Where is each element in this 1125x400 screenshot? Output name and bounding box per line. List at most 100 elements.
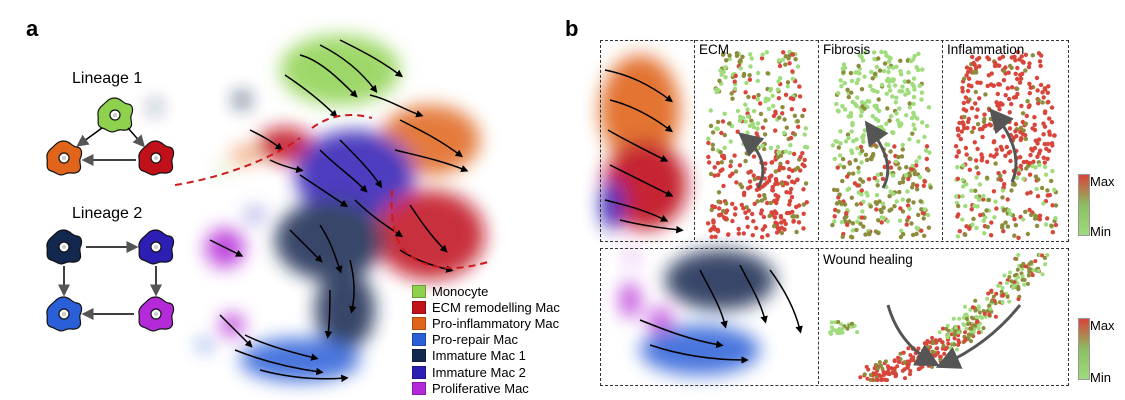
cell-dot — [996, 283, 1001, 288]
cell-dot — [1031, 159, 1036, 164]
cell-dot — [1022, 282, 1027, 287]
cell-dot — [1009, 188, 1014, 193]
cell-dot — [837, 192, 842, 197]
cell-dot — [922, 207, 927, 212]
cell-dot — [736, 231, 741, 236]
cell-dot — [878, 207, 883, 213]
cell-dot — [845, 132, 851, 137]
cell-dot — [998, 173, 1003, 179]
divider — [694, 40, 695, 240]
cell-dot — [985, 55, 990, 60]
cell-dot — [849, 78, 855, 84]
cell-dot — [978, 212, 983, 218]
cell-dot — [871, 151, 876, 157]
cell-dot — [867, 99, 872, 104]
cell-dot — [1016, 285, 1021, 289]
cell-dot — [723, 75, 728, 80]
cell-dot — [800, 113, 805, 119]
cell-dot — [927, 150, 932, 155]
cell-dot — [802, 163, 807, 169]
cell-dot — [874, 207, 879, 212]
cell-dot — [996, 82, 1002, 87]
cell-dot — [906, 215, 911, 220]
cell-dot — [903, 92, 908, 97]
pro-inflammatory-cell-icon — [46, 140, 83, 176]
cell-dot — [746, 94, 751, 100]
cell-dot — [839, 322, 844, 327]
cell-dot — [1027, 61, 1032, 66]
cell-dot — [981, 326, 986, 331]
cell-dot — [1006, 96, 1012, 102]
cell-dot — [1008, 211, 1013, 217]
cell-dot — [845, 222, 850, 227]
legend-swatch — [412, 365, 426, 379]
cell-dot — [743, 119, 748, 124]
cell-dot — [966, 322, 971, 326]
cell-dot — [881, 205, 886, 210]
cell-dot — [765, 200, 770, 206]
cell-dot — [910, 163, 915, 169]
cell-dot — [969, 106, 975, 111]
cell-dot — [974, 114, 979, 120]
legend-label: Pro-inflammatory Mac — [432, 315, 560, 331]
cell-dot — [772, 224, 777, 229]
legend-item: Immature Mac 1 — [412, 348, 560, 364]
cell-dot — [765, 71, 770, 76]
cell-dot — [747, 77, 753, 82]
cell-dot — [1015, 76, 1020, 82]
cell-dot — [847, 219, 852, 224]
cell-dot — [891, 367, 896, 372]
cell-dot — [977, 96, 982, 101]
cell-dot — [1037, 217, 1043, 222]
cell-dot — [952, 342, 957, 347]
cell-dot — [934, 340, 939, 345]
cell-dot — [958, 136, 963, 142]
cell-dot — [840, 234, 845, 239]
cell-dot — [705, 221, 711, 226]
cell-dot — [1027, 207, 1032, 213]
cell-dot — [850, 228, 856, 233]
cell-dot — [840, 104, 845, 109]
cell-dot — [1032, 127, 1038, 133]
cell-dot — [956, 203, 961, 209]
cell-dot — [892, 204, 897, 209]
cell-dot — [706, 154, 711, 160]
cell-dot — [963, 232, 968, 237]
cell-dot — [755, 121, 761, 126]
cell-dot — [713, 234, 718, 239]
cell-dot — [717, 78, 722, 84]
cell-dot — [981, 218, 986, 223]
cell-dot — [1020, 217, 1026, 222]
cell-dot — [791, 96, 796, 102]
cell-dot — [894, 64, 899, 70]
cell-dot — [796, 124, 801, 129]
cell-dot — [792, 132, 798, 137]
cell-dot — [751, 108, 757, 114]
cell-dot — [964, 224, 969, 229]
cell-dot — [858, 113, 864, 119]
cell-dot — [708, 171, 714, 177]
cell-dot — [755, 97, 760, 102]
cell-dot — [770, 187, 775, 193]
legend-swatch — [412, 284, 426, 298]
cell-dot — [788, 135, 794, 141]
cell-dot — [865, 376, 870, 381]
cell-dot — [1023, 121, 1029, 126]
cell-dot — [765, 233, 770, 238]
cell-dot — [781, 166, 786, 171]
cell-dot — [1027, 81, 1032, 87]
cell-dot — [924, 156, 929, 162]
cell-dot — [899, 72, 904, 77]
cell-dot — [1042, 141, 1048, 147]
cell-dot — [737, 59, 742, 64]
cell-dot — [1005, 224, 1011, 229]
cell-dot — [1018, 137, 1023, 143]
cell-dot — [836, 328, 841, 333]
cell-dot — [1049, 223, 1054, 228]
colorbar-bottom — [1078, 318, 1090, 380]
cell-dot — [872, 366, 877, 371]
cell-dot — [859, 215, 865, 220]
cell-dot — [751, 219, 756, 224]
cell-dot — [1014, 134, 1019, 139]
cell-dot — [832, 156, 837, 162]
